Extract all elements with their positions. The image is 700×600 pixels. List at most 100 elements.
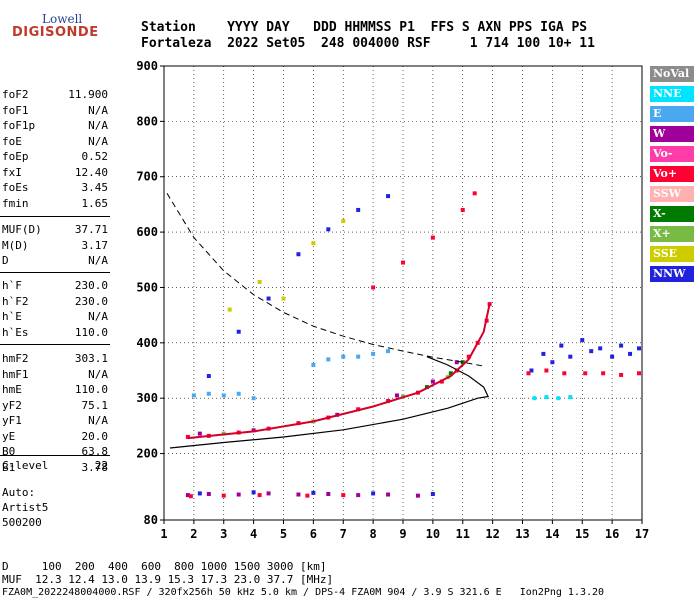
param-value: 3.78 [81,460,109,474]
echo-point [206,391,211,396]
param-name: M(D) [2,238,29,252]
echo-point [251,490,256,495]
param-name: h`F [2,279,22,292]
echo-point [356,493,361,498]
param-value: N/A [88,134,108,148]
echo-point [326,491,331,496]
echo-point [529,368,534,373]
x-tick-label: 14 [545,527,559,541]
y-tick-label: 600 [136,225,158,239]
legend-item: NNE [650,86,694,102]
echo-point [610,354,615,359]
legend-item: Vo+ [650,166,694,182]
echo-point [341,219,346,224]
x-tick-label: 16 [605,527,619,541]
echo-point [454,360,459,365]
echo-point [386,349,391,354]
echo-point [197,491,202,496]
param-row: hmF1 N/A [2,368,108,382]
legend-item: W [650,126,694,142]
param-row: yE 20.0 [2,430,108,444]
y-tick-label: 200 [136,447,158,461]
param-row: foF1p N/A [2,119,108,133]
param-value: 230.0 [74,294,108,308]
echo-point [430,235,435,240]
echo-point [311,490,316,495]
param-row: h`E N/A [2,310,108,324]
x-tick-label: 2 [190,527,197,541]
param-row: foE N/A [2,135,108,149]
echo-point [251,396,256,401]
param-value: N/A [88,414,108,427]
x-tick-label: 11 [456,527,470,541]
param-row: foEs 3.45 [2,181,108,195]
echo-point [532,396,537,401]
echo-point [637,371,642,376]
param-value: 3.17 [81,238,109,252]
echo-point [311,241,316,246]
echo-point [526,371,531,376]
logo-lowell: Lowell [42,12,83,26]
x-tick-label: 1 [160,527,167,541]
param-name: yF1 [2,414,22,427]
panel-separator [0,216,110,217]
param-row: foF2 11.900 [2,88,108,102]
echo-point [221,493,226,498]
echo-point [236,391,241,396]
x-tick-label: 5 [280,527,287,541]
footer-d-line: D 100 200 400 600 800 1000 1500 3000 [km… [2,560,327,573]
x-tick-label: 15 [575,527,589,541]
echo-point [568,354,573,359]
y-tick-label: 700 [136,170,158,184]
echo-point [580,338,585,343]
param-value: 37.71 [74,223,108,236]
param-name: C-level [2,459,49,472]
echo-point [472,191,477,196]
x-tick-label: 9 [399,527,406,541]
echo-point [550,360,555,365]
param-value: 0.52 [81,150,109,163]
echo-point [305,493,310,498]
param-value: 303.1 [74,352,108,365]
param-name: MUF(D) [2,223,42,236]
echo-point [221,393,226,398]
legend-item: SSW [650,186,694,202]
param-row: M(D) 3.17 [2,239,108,253]
echo-point [236,329,241,334]
param-value: 22 [94,459,108,472]
y-tick-label: 400 [136,336,158,350]
x-tick-label: 8 [370,527,377,541]
x-tick-label: 17 [635,527,649,541]
param-row: h`Es 110.0 [2,326,108,340]
echo-point [206,374,211,379]
param-value: 230.0 [74,279,108,292]
echo-point [619,343,624,348]
param-value: 12.40 [74,165,108,179]
panel-separator [0,272,110,273]
param-row: yF2 75.1 [2,399,108,413]
footer-file-line: FZA0M_2022248004000.RSF / 320fx256h 50 k… [2,587,605,598]
echo-point [568,395,573,400]
echo-point [371,351,376,356]
echo-point [296,252,301,257]
param-row: h`F 230.0 [2,279,108,293]
echo-point [266,491,271,496]
legend-item: Vo- [650,146,694,162]
legend-item: X+ [650,226,694,242]
autoscaling-label: Auto: [2,486,36,499]
param-value: 75.1 [81,398,109,412]
param-name: foF1p [2,119,36,132]
y-tick-label: 800 [136,114,158,128]
echo-point [415,493,420,498]
echo-point [487,302,492,307]
echo-point [206,491,211,496]
echo-point [544,368,549,373]
echo-point [395,393,400,398]
param-row: fxI 12.40 [2,166,108,180]
param-value: 20.0 [81,429,109,443]
echo-point [371,285,376,290]
echo-point [191,393,196,398]
param-name: foEp [2,150,29,163]
param-name: h`Es [2,325,29,339]
param-row: fmin 1.65 [2,197,108,211]
